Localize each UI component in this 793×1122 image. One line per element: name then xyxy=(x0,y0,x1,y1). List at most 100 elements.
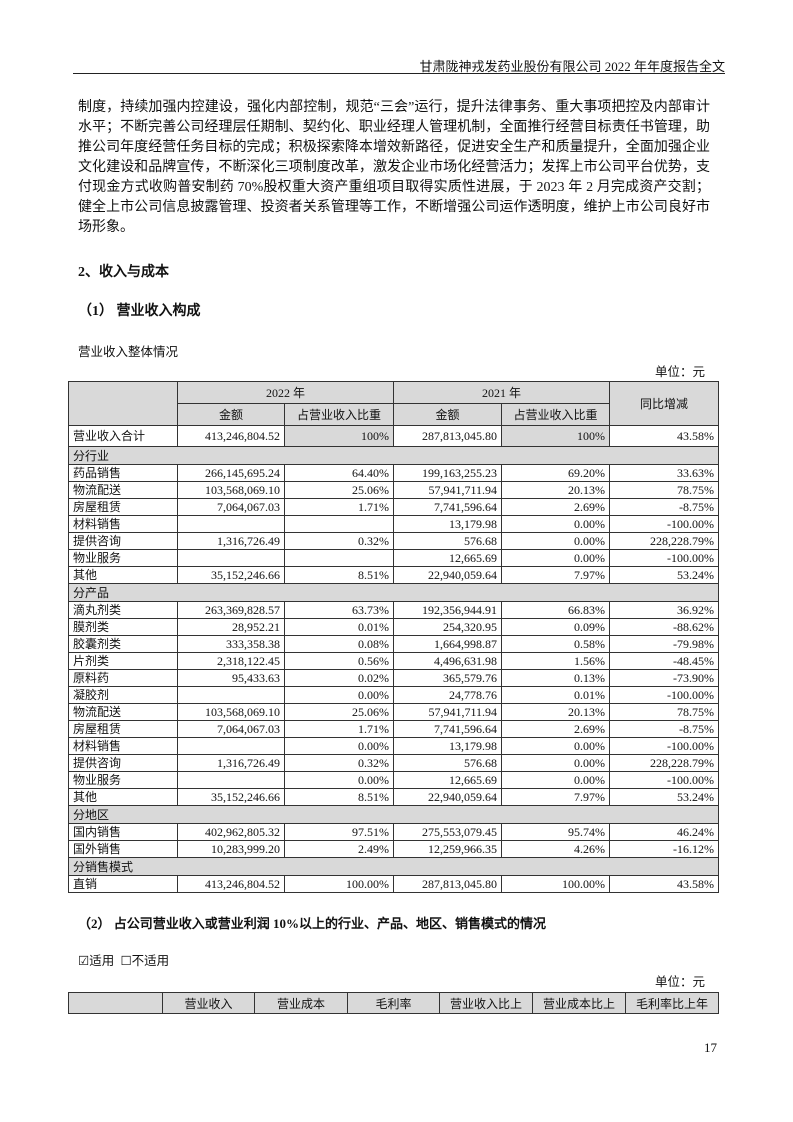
table-row: 提供咨询 1,316,726.49 0.32% 576.68 0.00% 228,228.… xyxy=(68,754,720,772)
amount-2022: 103,568,069.10 xyxy=(177,703,285,721)
row-label: 物流配送 xyxy=(68,703,178,721)
major-segments-table: 营业收入 营业成本 毛利率 营业收入比上 营业成本比上 毛利率比上年 xyxy=(68,992,719,1014)
share-2022: 8.51% xyxy=(283,566,395,584)
paragraph-text: 制度，持续加强内控建设，强化内部控制，规范“三会”运行，提升法律事务、重大事项把… xyxy=(78,100,710,235)
applicable-checkbox-checked: ☑适用 xyxy=(78,954,115,968)
amount-2022: 35,152,246.66 xyxy=(177,788,285,806)
share-2022: 0.32% xyxy=(283,754,395,772)
row-label: 材料销售 xyxy=(68,737,178,755)
amount-2021: 24,778.76 xyxy=(393,686,503,704)
share-2022: 8.51% xyxy=(283,788,395,806)
share-2022: 0.56% xyxy=(283,652,395,670)
header-blank xyxy=(68,381,178,426)
yoy: 36.92% xyxy=(609,601,720,619)
header-2022: 2022 年 xyxy=(176,381,395,404)
share-2022: 0.32% xyxy=(283,532,395,550)
header-amount-2022: 金额 xyxy=(177,403,285,426)
table-row: 提供咨询 1,316,726.49 0.32% 576.68 0.00% 228,228.… xyxy=(68,532,720,550)
share-2021: 0.13% xyxy=(501,669,611,687)
amount-2022 xyxy=(177,771,285,789)
yoy: 33.63% xyxy=(609,464,720,482)
amount-2021: 365,579.76 xyxy=(393,669,503,687)
amount-2022: 7,064,067.03 xyxy=(177,720,285,738)
share-2021: 0.01% xyxy=(501,686,611,704)
amount-2022: 402,962,805.32 xyxy=(177,823,285,841)
yoy: -48.45% xyxy=(609,652,720,670)
share-2022: 97.51% xyxy=(283,823,395,841)
amount-2021: 12,665.69 xyxy=(393,549,503,567)
unit-label: 单位：元 xyxy=(654,365,705,379)
share-2022: 63.73% xyxy=(283,601,395,619)
total-share-2022: 100% xyxy=(283,425,395,447)
not-applicable-checkbox: ☐不适用 xyxy=(120,954,170,968)
section-row: 分地区 xyxy=(67,805,720,824)
table-row: 房屋租赁 7,064,067.03 1.71% 7,741,596.64 2.69% -8… xyxy=(68,498,720,516)
share-2021: 69.20% xyxy=(501,464,611,482)
share-2022: 0.00% xyxy=(283,686,395,704)
row-label: 膜剂类 xyxy=(68,618,178,636)
yoy: 46.24% xyxy=(609,823,720,841)
share-2022: 25.06% xyxy=(283,703,395,721)
amount-2021: 12,665.69 xyxy=(393,771,503,789)
header-2021: 2021 年 xyxy=(393,381,611,404)
share-2022: 1.71% xyxy=(283,498,395,516)
share-2022: 0.01% xyxy=(283,618,395,636)
amount-2021: 1,664,998.87 xyxy=(393,635,503,653)
amount-2021: 199,163,255.23 xyxy=(393,464,503,482)
header-row: 营业收入 营业成本 毛利率 营业收入比上 营业成本比上 毛利率比上年 xyxy=(68,992,719,1014)
table-row: 凝胶剂 0.00% 24,778.76 0.01% -100.00% xyxy=(68,686,720,704)
share-2021: 7.97% xyxy=(501,566,611,584)
report-header-title: 甘肃陇神戎发药业股份有限公司 2022 年年度报告全文 xyxy=(419,59,725,74)
yoy: -88.62% xyxy=(609,618,720,636)
share-2021: 0.09% xyxy=(501,618,611,636)
yoy: 78.75% xyxy=(609,481,720,499)
amount-2021: 275,553,079.45 xyxy=(393,823,503,841)
row-label: 物流配送 xyxy=(68,481,178,499)
amount-2022 xyxy=(177,737,285,755)
share-2022 xyxy=(283,515,395,533)
total-label: 营业收入合计 xyxy=(68,425,178,447)
amount-2022: 95,433.63 xyxy=(177,669,285,687)
amount-2022: 103,568,069.10 xyxy=(177,481,285,499)
table-row: 物流配送 103,568,069.10 25.06% 57,941,711.94 20.… xyxy=(68,703,720,721)
header-amount-2021: 金额 xyxy=(393,403,503,426)
row-label: 房屋租赁 xyxy=(68,720,178,738)
total-row: 营业收入合计 413,246,804.52 100% 287,813,045.8… xyxy=(68,425,720,447)
share-2021: 0.00% xyxy=(501,515,611,533)
share-2021: 4.26% xyxy=(501,840,611,858)
amount-2022: 333,358.38 xyxy=(177,635,285,653)
section-row: 分行业 xyxy=(67,446,720,465)
header-cost: 营业成本 xyxy=(254,992,348,1014)
yoy: -8.75% xyxy=(609,498,720,516)
share-2021: 2.69% xyxy=(501,498,611,516)
row-label: 物业服务 xyxy=(68,549,178,567)
yoy: -79.98% xyxy=(609,635,720,653)
amount-2022: 2,318,122.45 xyxy=(177,652,285,670)
row-label: 药品销售 xyxy=(68,464,178,482)
yoy: -8.75% xyxy=(609,720,720,738)
amount-2021: 287,813,045.80 xyxy=(393,875,503,893)
row-label: 原料药 xyxy=(68,669,178,687)
revenue-composition-table: 2022 年 2021 年 同比增减 金额 占营业收入比重 金额 占营业收入比重… xyxy=(67,381,720,893)
share-2021: 0.58% xyxy=(501,635,611,653)
yoy: -100.00% xyxy=(609,515,720,533)
yoy: 43.58% xyxy=(609,875,720,893)
row-label: 胶囊剂类 xyxy=(68,635,178,653)
table-row: 物流配送 103,568,069.10 25.06% 57,941,711.94 20.… xyxy=(68,481,720,499)
share-2022: 64.40% xyxy=(283,464,395,482)
amount-2021: 254,320.95 xyxy=(393,618,503,636)
header-blank xyxy=(68,992,163,1014)
subsection-1-title: （1） 营业收入构成 xyxy=(78,304,201,319)
amount-2021: 12,259,966.35 xyxy=(393,840,503,858)
page-number: 17 xyxy=(704,1040,717,1055)
body-paragraph: 制度，持续加强内控建设，强化内部控制，规范“三会”运行，提升法律事务、重大事项把… xyxy=(78,98,710,238)
yoy: -100.00% xyxy=(609,737,720,755)
header-row-years: 2022 年 2021 年 同比增减 xyxy=(68,381,720,426)
yoy: -100.00% xyxy=(609,686,720,704)
amount-2021: 13,179.98 xyxy=(393,515,503,533)
total-yoy: 43.58% xyxy=(609,425,720,447)
share-2022: 0.02% xyxy=(283,669,395,687)
table-row: 胶囊剂类 333,358.38 0.08% 1,664,998.87 0.58% -79.… xyxy=(68,635,720,653)
header-share-2021: 占营业收入比重 xyxy=(501,403,611,426)
row-label: 提供咨询 xyxy=(68,754,178,772)
